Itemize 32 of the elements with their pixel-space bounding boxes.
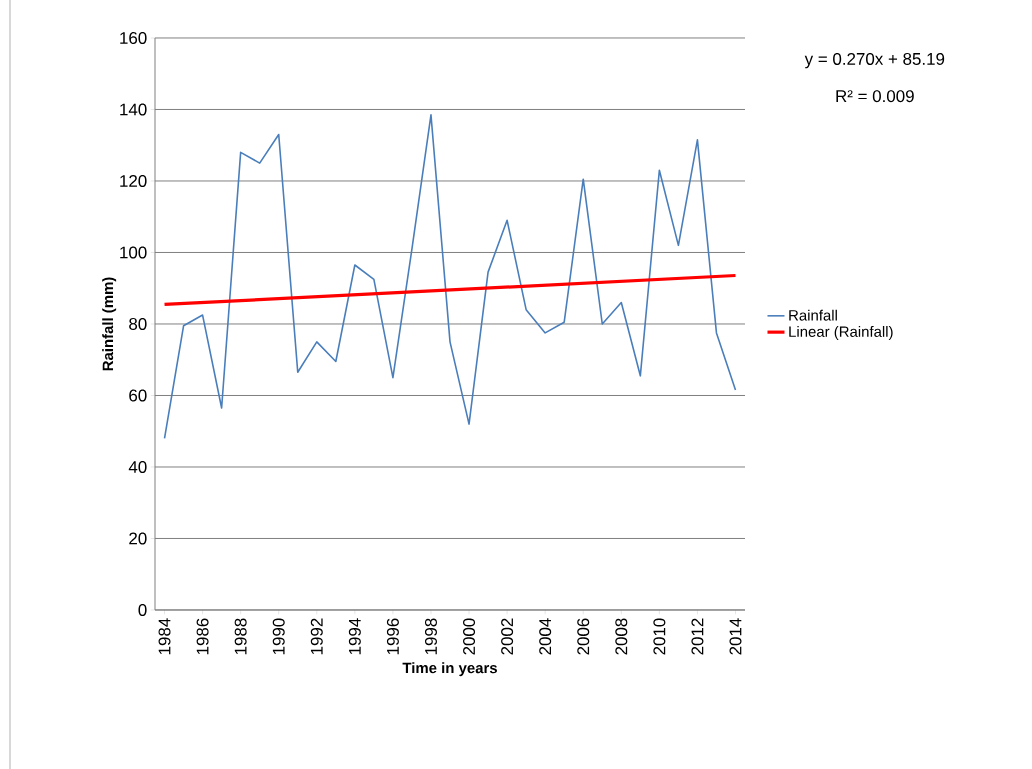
x-tick-label: 2004 xyxy=(539,618,552,655)
text: R² = 0.009 xyxy=(836,90,914,103)
x-axis-title: Time in years xyxy=(402,662,497,677)
legend-label: Linear (Rainfall) xyxy=(789,325,893,340)
x-tick-label: 1986 xyxy=(196,618,209,655)
x-tick-label: 1988 xyxy=(234,618,247,655)
y-tick-label: 60 xyxy=(129,389,147,402)
x-tick-label: 2012 xyxy=(691,618,704,655)
y-tick-label: 0 xyxy=(138,603,147,616)
y-tick-label: 140 xyxy=(120,103,147,116)
x-tick-label: 2008 xyxy=(615,618,628,655)
legend-label: Rainfall xyxy=(789,309,837,321)
y-tick-label: 40 xyxy=(128,460,147,473)
x-tick-label: 2014 xyxy=(729,618,742,655)
x-tick-label: 1994 xyxy=(348,618,361,655)
x-tick-label: 2000 xyxy=(463,618,476,655)
x-tick-label: 1998 xyxy=(424,618,437,655)
y-tick-label: 100 xyxy=(120,246,147,259)
x-tick-label: 2002 xyxy=(501,618,514,655)
y-tick-label: 80 xyxy=(129,317,147,330)
line-series xyxy=(163,114,737,440)
x-tick-label: 1990 xyxy=(272,618,285,655)
x-tick-label: 2010 xyxy=(653,618,666,655)
y-tick-label: 120 xyxy=(120,174,147,187)
y-tick-label: 20 xyxy=(129,532,147,545)
x-tick-label: 2006 xyxy=(577,618,590,655)
x-tick-label: 1996 xyxy=(386,618,399,655)
x-tick-label: 1984 xyxy=(158,618,171,655)
y-axis-title: Rainfall (mm) xyxy=(102,277,117,371)
text: y = 0.270x + 85.19 xyxy=(804,52,945,69)
y-tick-label: 160 xyxy=(120,31,147,44)
x-tick-label: 1992 xyxy=(310,618,323,655)
